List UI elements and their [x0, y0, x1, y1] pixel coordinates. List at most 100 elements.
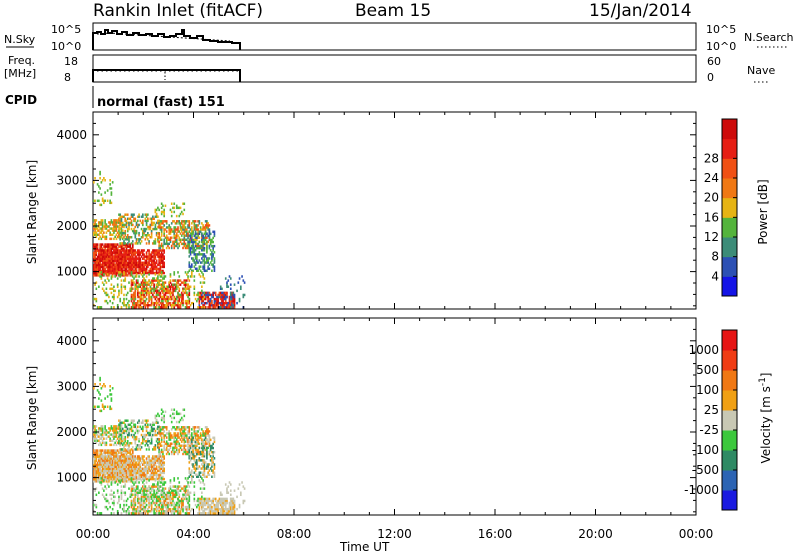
data-cell [194, 448, 197, 452]
data-cell [204, 448, 207, 452]
data-cell [100, 231, 103, 234]
data-cell [188, 457, 191, 460]
data-cell [131, 507, 134, 511]
data-cell [125, 221, 128, 225]
data-cell [149, 423, 152, 427]
data-cell [104, 427, 106, 430]
data-cell [125, 253, 128, 256]
data-cell [118, 465, 120, 468]
data-cell [168, 436, 171, 439]
data-cell [94, 425, 96, 428]
data-cell [120, 459, 123, 462]
data-cell [163, 477, 166, 481]
data-cell [133, 229, 135, 233]
data-cell [116, 461, 119, 464]
data-cell [164, 220, 167, 223]
data-cell [203, 473, 206, 476]
data-cell [134, 435, 137, 439]
data-cell [133, 457, 135, 460]
data-cell [206, 455, 208, 458]
data-cell [196, 236, 198, 240]
data-cell [163, 297, 166, 301]
data-cell [101, 469, 104, 473]
data-cell [201, 463, 203, 466]
data-cell [143, 459, 145, 462]
data-cell [162, 259, 164, 262]
data-cell [106, 249, 109, 252]
data-cell [105, 265, 108, 269]
data-cell [121, 229, 124, 232]
data-cell [140, 273, 143, 276]
data-cell [114, 275, 117, 278]
data-cell [198, 295, 201, 299]
data-cell [201, 228, 203, 231]
data-cell [141, 467, 144, 471]
data-cell [116, 437, 119, 440]
data-cell [115, 251, 118, 254]
data-cell [208, 452, 211, 456]
data-cell [167, 297, 169, 301]
data-cell [108, 459, 110, 463]
data-cell [143, 269, 145, 273]
data-cell [144, 271, 147, 275]
data-cell [163, 461, 166, 464]
data-cell [99, 469, 101, 473]
data-cell [113, 461, 115, 464]
data-cell [177, 242, 179, 246]
data-cell [211, 259, 213, 262]
data-cell [197, 442, 199, 445]
data-cell [108, 467, 110, 471]
data-cell [150, 219, 153, 223]
data-cell [169, 238, 172, 241]
data-cell [213, 463, 216, 466]
data-cell [129, 221, 132, 225]
data-cell [109, 249, 111, 252]
data-cell [135, 267, 138, 271]
data-cell [134, 475, 137, 479]
data-cell [184, 291, 187, 295]
data-cell [133, 437, 135, 441]
data-cell [157, 279, 159, 282]
data-cell [116, 261, 119, 265]
data-cell [159, 249, 162, 252]
data-cell [203, 249, 206, 252]
data-cell [139, 465, 142, 468]
data-cell [98, 431, 100, 434]
data-cell [100, 247, 103, 250]
data-cell [139, 463, 142, 466]
data-cell [131, 461, 134, 464]
data-cell [105, 465, 108, 468]
data-cell [213, 475, 216, 479]
data-cell [125, 265, 128, 269]
data-cell [99, 227, 101, 230]
data-cell [115, 435, 118, 438]
data-cell [131, 469, 134, 473]
data-cell [207, 267, 209, 270]
data-cell [125, 429, 128, 433]
data-cell [124, 277, 127, 280]
data-cell [93, 223, 95, 226]
data-cell [169, 275, 172, 278]
data-cell [144, 495, 147, 499]
data-cell [135, 238, 138, 241]
data-cell [192, 452, 194, 456]
data-cell [106, 253, 109, 257]
data-cell [103, 477, 105, 481]
data-cell [212, 253, 214, 256]
data-cell [199, 306, 202, 309]
data-cell [147, 249, 149, 252]
data-cell [144, 509, 147, 513]
data-cell [163, 444, 166, 447]
data-cell [129, 267, 132, 271]
data-cell [133, 501, 135, 505]
data-cell [189, 442, 192, 446]
data-cell [163, 469, 166, 473]
data-cell [148, 255, 150, 258]
data-cell [114, 255, 117, 258]
data-cell [183, 224, 186, 227]
data-cell [206, 465, 208, 468]
data-cell [214, 293, 217, 297]
data-cell [190, 428, 193, 431]
data-cell [206, 452, 208, 456]
data-cell [159, 501, 162, 505]
